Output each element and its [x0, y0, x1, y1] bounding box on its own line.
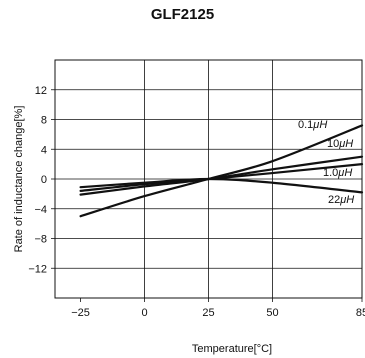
x-tick-label: 0	[141, 307, 147, 319]
y-tick-label: 0	[41, 174, 47, 186]
y-tick-label: 12	[35, 85, 47, 97]
y-axis-label: Rate of inductance change[%]	[13, 106, 25, 253]
series-line-22uh	[79, 177, 364, 194]
series-label-1-0uh: 1.0μH	[323, 167, 352, 179]
y-tick-label: −12	[28, 263, 47, 275]
chart-title: GLF2125	[150, 6, 215, 23]
series-label-22uh: 22μH	[328, 194, 354, 206]
x-tick-label: 85	[356, 307, 365, 319]
y-tick-label: −4	[34, 204, 47, 216]
series-label-10uh: 10μH	[327, 138, 353, 150]
x-tick-label: 50	[266, 307, 278, 319]
y-tick-label: 8	[41, 115, 47, 127]
x-axis-label: Temperature[°C]	[192, 343, 272, 355]
series-line-0-1uh	[79, 124, 364, 218]
y-tick-label: 4	[41, 144, 47, 156]
series-label-0-1uh: 0.1μH	[298, 119, 327, 131]
x-tick-label: 25	[202, 307, 214, 319]
y-tick-label: −8	[34, 234, 47, 246]
x-tick-label: −25	[71, 307, 90, 319]
